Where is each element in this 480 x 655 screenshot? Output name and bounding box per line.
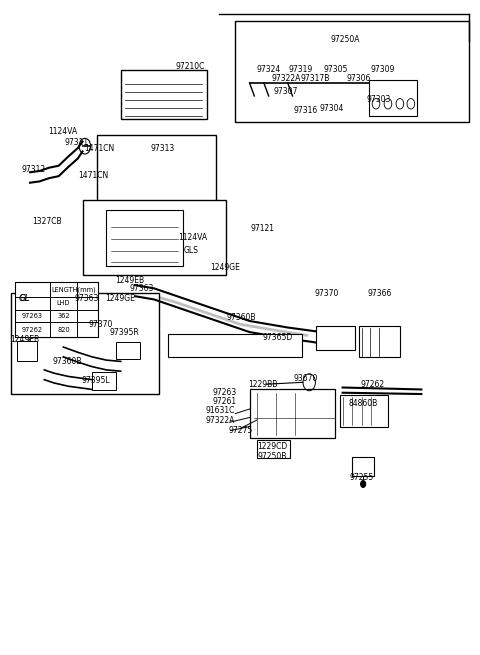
Text: 1471CN: 1471CN bbox=[78, 171, 108, 180]
Text: 97322A: 97322A bbox=[205, 416, 235, 424]
Text: 97311: 97311 bbox=[65, 138, 89, 147]
Circle shape bbox=[361, 481, 365, 487]
Text: 97395R: 97395R bbox=[109, 328, 139, 337]
Text: 1249EB: 1249EB bbox=[115, 276, 144, 285]
Text: 93670: 93670 bbox=[294, 374, 318, 383]
Bar bbox=[235, 21, 469, 122]
Bar bbox=[352, 457, 373, 476]
Text: 97210C: 97210C bbox=[175, 62, 204, 71]
Text: 97250A: 97250A bbox=[330, 35, 360, 44]
Text: 820: 820 bbox=[57, 327, 70, 333]
Text: 97303: 97303 bbox=[366, 95, 391, 103]
FancyBboxPatch shape bbox=[97, 135, 216, 204]
Text: 97324: 97324 bbox=[256, 65, 281, 74]
Text: 97395L: 97395L bbox=[82, 377, 110, 386]
Text: 1327CB: 1327CB bbox=[32, 217, 62, 227]
Bar bbox=[116, 342, 140, 359]
Text: 97366: 97366 bbox=[367, 289, 392, 298]
Text: 97305: 97305 bbox=[323, 65, 348, 74]
Text: 97275: 97275 bbox=[229, 426, 253, 435]
Bar bbox=[11, 293, 159, 394]
Text: 1249GE: 1249GE bbox=[210, 263, 240, 272]
Text: 97262: 97262 bbox=[360, 381, 385, 389]
Text: 1249GE: 1249GE bbox=[105, 293, 135, 303]
Text: 97322A: 97322A bbox=[272, 74, 301, 83]
Text: 1229CD: 1229CD bbox=[257, 441, 288, 451]
Text: 97309: 97309 bbox=[371, 65, 396, 74]
Bar bbox=[360, 326, 400, 357]
Text: 1229BB: 1229BB bbox=[248, 381, 277, 389]
Bar bbox=[257, 440, 290, 458]
Text: 97263: 97263 bbox=[22, 313, 43, 319]
Bar bbox=[369, 80, 417, 115]
Text: 97317B: 97317B bbox=[300, 74, 330, 83]
FancyBboxPatch shape bbox=[83, 200, 226, 275]
Text: 97263: 97263 bbox=[213, 388, 237, 397]
Text: 97370: 97370 bbox=[315, 289, 339, 298]
Bar bbox=[15, 282, 98, 337]
Text: 97370: 97370 bbox=[88, 320, 113, 329]
FancyBboxPatch shape bbox=[120, 70, 206, 119]
Text: GL: GL bbox=[19, 293, 29, 303]
Text: 97363: 97363 bbox=[74, 293, 98, 303]
Bar bbox=[92, 372, 116, 390]
Text: 97262: 97262 bbox=[22, 327, 43, 333]
Text: 97255: 97255 bbox=[349, 473, 374, 482]
Bar bbox=[107, 210, 183, 265]
Text: 1124VA: 1124VA bbox=[48, 127, 77, 136]
Text: 1249EB: 1249EB bbox=[10, 335, 39, 344]
Text: LENGTH(mm): LENGTH(mm) bbox=[52, 286, 96, 293]
Bar bbox=[17, 341, 37, 362]
Text: LHD: LHD bbox=[57, 301, 71, 307]
Text: 1471CN: 1471CN bbox=[84, 144, 114, 153]
FancyBboxPatch shape bbox=[37, 301, 75, 337]
Text: 1124VA: 1124VA bbox=[178, 233, 207, 242]
Text: 97363: 97363 bbox=[130, 284, 155, 293]
Bar bbox=[316, 326, 355, 350]
Text: GL: GL bbox=[19, 293, 30, 303]
Text: 97304: 97304 bbox=[319, 104, 344, 113]
Text: 97316: 97316 bbox=[294, 107, 318, 115]
Bar bbox=[250, 390, 336, 438]
Text: 97319: 97319 bbox=[289, 65, 313, 74]
Text: 91631C: 91631C bbox=[205, 407, 235, 415]
Text: 97307: 97307 bbox=[273, 87, 298, 96]
Text: GLS: GLS bbox=[184, 246, 199, 255]
Text: 97360B: 97360B bbox=[52, 357, 82, 366]
Text: 97360B: 97360B bbox=[226, 313, 256, 322]
Text: 97121: 97121 bbox=[251, 224, 275, 233]
Text: 84860B: 84860B bbox=[348, 399, 378, 407]
Text: 97313: 97313 bbox=[151, 143, 175, 153]
Text: 97261: 97261 bbox=[213, 398, 237, 406]
Text: 362: 362 bbox=[57, 313, 70, 319]
Text: 97250B: 97250B bbox=[258, 452, 287, 461]
Text: 97312: 97312 bbox=[22, 165, 46, 174]
Text: 97365D: 97365D bbox=[262, 333, 292, 342]
Bar bbox=[340, 396, 388, 426]
Text: 97306: 97306 bbox=[346, 74, 371, 83]
Bar bbox=[168, 334, 302, 357]
